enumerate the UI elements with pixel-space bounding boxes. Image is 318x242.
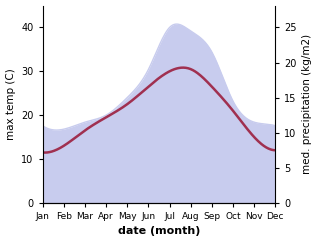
X-axis label: date (month): date (month) [118, 227, 200, 236]
Y-axis label: med. precipitation (kg/m2): med. precipitation (kg/m2) [302, 34, 313, 174]
Y-axis label: max temp (C): max temp (C) [5, 68, 16, 140]
